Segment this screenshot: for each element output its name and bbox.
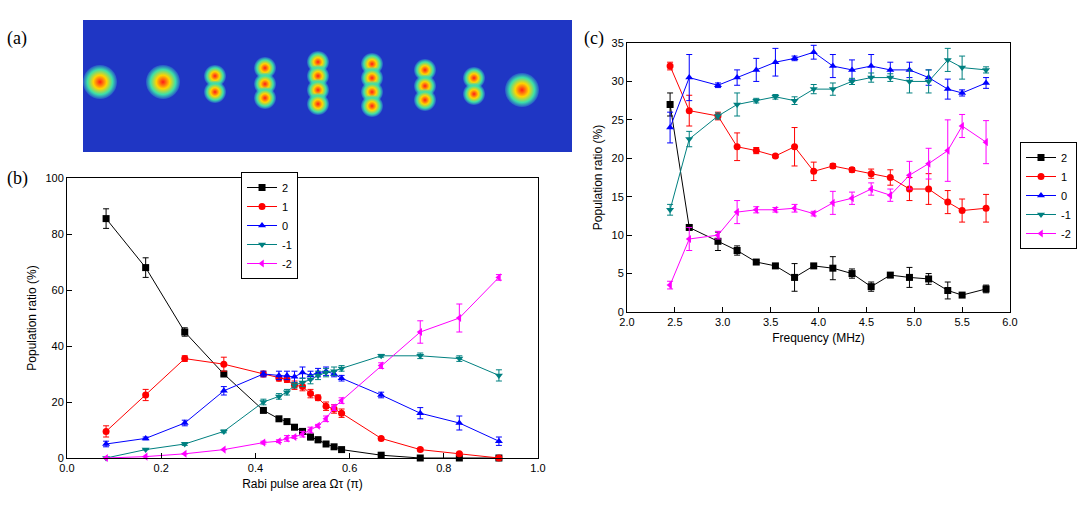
svg-text:2: 2 <box>1061 152 1067 164</box>
svg-text:-2: -2 <box>1061 228 1071 240</box>
svg-text:0: 0 <box>58 452 64 464</box>
svg-text:-2: -2 <box>282 258 292 270</box>
svg-text:4.5: 4.5 <box>859 316 874 328</box>
svg-text:3.5: 3.5 <box>763 316 778 328</box>
svg-text:5: 5 <box>618 267 624 279</box>
svg-text:-1: -1 <box>1061 209 1071 221</box>
svg-text:(a): (a) <box>7 28 27 49</box>
svg-text:100: 100 <box>45 172 63 184</box>
svg-text:35: 35 <box>612 37 624 49</box>
svg-text:(b): (b) <box>7 168 28 189</box>
svg-text:0: 0 <box>1061 190 1067 202</box>
svg-text:25: 25 <box>612 114 624 126</box>
svg-text:30: 30 <box>612 75 624 87</box>
svg-text:Population ratio (%): Population ratio (%) <box>591 125 605 230</box>
svg-text:5.0: 5.0 <box>907 316 922 328</box>
svg-text:4.0: 4.0 <box>811 316 826 328</box>
svg-text:3.0: 3.0 <box>715 316 730 328</box>
svg-text:1: 1 <box>282 201 288 213</box>
svg-text:0.2: 0.2 <box>154 462 169 474</box>
svg-text:0.6: 0.6 <box>342 462 357 474</box>
svg-text:2.0: 2.0 <box>619 316 634 328</box>
svg-text:0.4: 0.4 <box>248 462 263 474</box>
svg-text:0: 0 <box>282 220 288 232</box>
svg-text:80: 80 <box>52 228 64 240</box>
svg-text:5.5: 5.5 <box>954 316 969 328</box>
svg-text:2: 2 <box>282 182 288 194</box>
svg-text:2.5: 2.5 <box>667 316 682 328</box>
svg-text:Population ratio (%): Population ratio (%) <box>25 265 39 370</box>
svg-text:0.8: 0.8 <box>436 462 451 474</box>
svg-text:Rabi pulse area Ωτ (π): Rabi pulse area Ωτ (π) <box>242 477 363 491</box>
svg-text:60: 60 <box>52 284 64 296</box>
svg-text:20: 20 <box>612 152 624 164</box>
svg-text:1: 1 <box>1061 171 1067 183</box>
svg-text:6.0: 6.0 <box>1002 316 1017 328</box>
svg-text:0: 0 <box>618 306 624 318</box>
svg-text:(c): (c) <box>584 28 604 49</box>
svg-text:15: 15 <box>612 191 624 203</box>
svg-text:-1: -1 <box>282 239 292 251</box>
svg-text:20: 20 <box>52 396 64 408</box>
svg-text:10: 10 <box>612 229 624 241</box>
svg-text:40: 40 <box>52 340 64 352</box>
svg-text:1.0: 1.0 <box>530 462 545 474</box>
svg-text:Frequency (MHz): Frequency (MHz) <box>772 331 865 345</box>
svg-text:0.0: 0.0 <box>59 462 74 474</box>
